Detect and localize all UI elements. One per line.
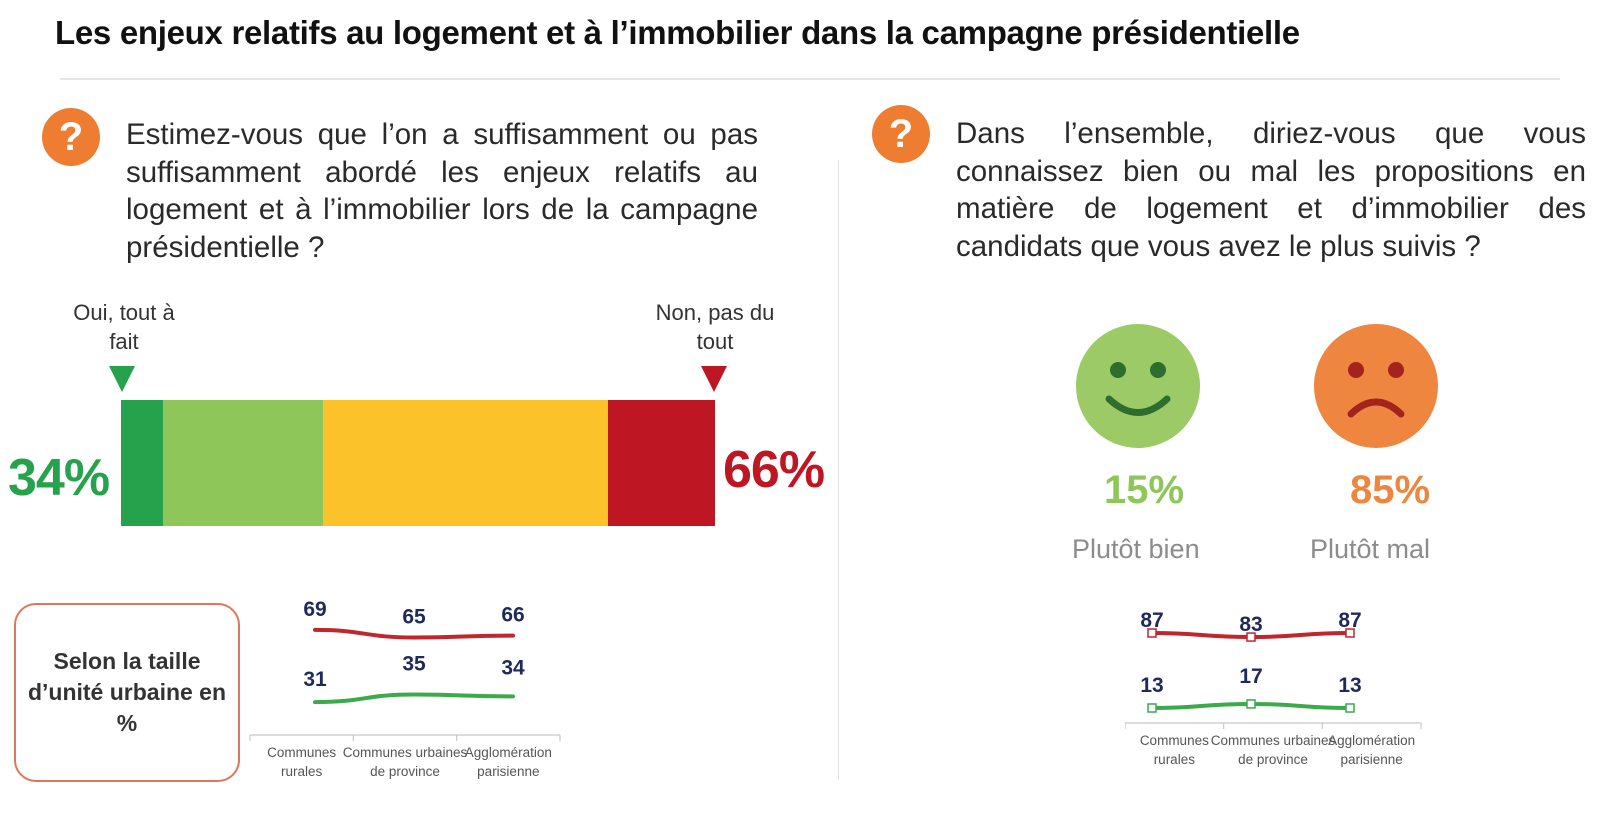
urban-size-label: Selon la taille d’unité urbaine en %: [27, 648, 227, 736]
stacked-bar-chart: [121, 400, 715, 526]
smiley-sad-icon: [1314, 324, 1438, 448]
pct-yes-total: 34%: [8, 449, 110, 507]
data-label-1-1: 87: [1140, 609, 1163, 632]
question-mark-icon: ?: [872, 105, 930, 163]
x-tick-label-2: Communes urbaines de province: [1211, 733, 1336, 767]
data-label-2-1: 13: [1140, 674, 1163, 697]
data-label-2-3: 13: [1338, 674, 1361, 697]
series-marker-2-2: [1246, 699, 1256, 709]
x-tick-label-2: Communes urbaines de province: [343, 745, 468, 779]
data-label-1-2: 65: [402, 606, 426, 629]
bar-segment-3: [322, 400, 609, 526]
column-divider: [838, 160, 839, 780]
smiley-happy-icon: [1076, 324, 1200, 448]
page-title: Les enjeux relatifs au logement et à l’i…: [55, 14, 1300, 51]
data-label-2-2: 17: [1239, 665, 1262, 688]
data-label-2-3: 34: [501, 656, 525, 679]
x-tick-label-3: Agglomération parisienne: [1328, 733, 1415, 767]
series-marker-1-1: [1147, 628, 1157, 638]
label-plutot-mal: Plutôt mal: [1310, 534, 1431, 564]
data-label-2-1: 31: [303, 668, 327, 691]
data-label-1-3: 66: [501, 604, 524, 627]
title-divider: [60, 78, 1560, 80]
label-oui-tout-a-fait: Oui, tout à fait: [73, 300, 175, 354]
data-label-2-2: 35: [402, 653, 426, 676]
series-line-2: [313, 692, 515, 705]
urban-size-box: Selon la taille d’unité urbaine en %: [14, 603, 240, 782]
bar-segment-4: [608, 400, 715, 526]
label-plutot-bien: Plutôt bien: [1072, 534, 1200, 564]
pct-plutot-bien: 15%: [1104, 468, 1185, 512]
data-label-1-2: 83: [1239, 613, 1262, 636]
series-line-1: [313, 627, 515, 640]
question-mark-icon: ?: [42, 108, 100, 166]
data-label-1-3: 87: [1338, 609, 1361, 632]
pct-plutot-mal: 85%: [1350, 468, 1431, 512]
x-tick-label-1: Communes rurales: [1140, 733, 1209, 767]
x-tick-label-3: Agglomération parisienne: [465, 745, 552, 779]
green-triangle-marker-icon: [109, 366, 135, 392]
red-triangle-marker-icon: [701, 366, 727, 392]
right-question-text: Dans l’ensemble, diriez-vous que vous co…: [956, 117, 1586, 263]
left-question-text: Estimez-vous que l’on a suffisamment ou …: [126, 118, 758, 264]
series-marker-2-1: [1147, 703, 1157, 713]
series-marker-1-3: [1345, 628, 1355, 638]
bar-segment-1: [121, 400, 163, 526]
pct-no-total: 66%: [723, 441, 825, 499]
series-marker-2-3: [1345, 703, 1355, 713]
bar-segment-2: [162, 400, 323, 526]
series-marker-1-2: [1246, 632, 1256, 642]
label-non-pas-du-tout: Non, pas du tout: [655, 300, 775, 354]
x-tick-label-1: Communes rurales: [267, 745, 336, 779]
data-label-1-1: 69: [303, 598, 326, 621]
